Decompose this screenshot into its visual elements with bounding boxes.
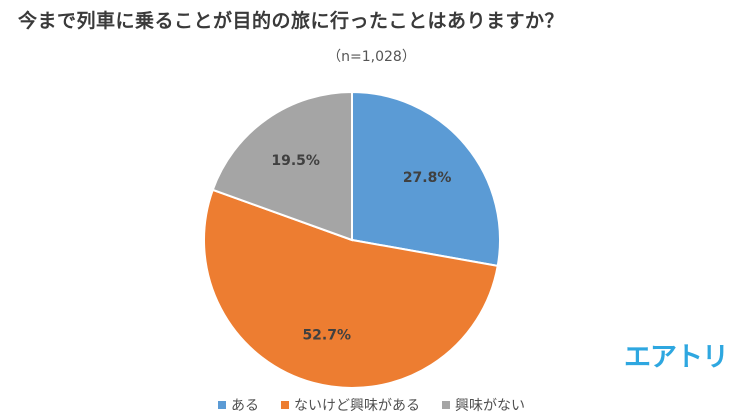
legend-label-interested: ないけど興味がある — [294, 398, 420, 414]
legend-swatch-not-interested — [442, 401, 450, 409]
sample-size-label: （n=1,028） — [327, 49, 416, 65]
legend-item-not-interested: 興味がない — [442, 395, 525, 415]
legend-item-interested: ないけど興味がある — [281, 395, 420, 415]
legend-item-aru: ある — [218, 395, 259, 415]
legend-label-aru: ある — [231, 398, 259, 414]
slice-not-interested — [211, 90, 353, 242]
airtrip-logo: エアトリ — [624, 342, 729, 373]
chart-title: 今まで列車に乗ることが目的の旅に行ったことはありますか？ — [18, 10, 565, 32]
legend-swatch-interested — [281, 401, 289, 409]
legend-label-not-interested: 興味がない — [455, 398, 525, 414]
chart-legend: ある ないけど興味がある 興味がない — [0, 395, 743, 415]
slice-interested-label: 52.7% — [302, 328, 351, 344]
slice-not-interested-label: 19.5% — [271, 153, 320, 169]
legend-swatch-aru — [218, 401, 226, 409]
slice-interested — [203, 188, 499, 389]
slice-aru-label: 27.8% — [403, 170, 452, 186]
slice-aru — [351, 90, 501, 268]
